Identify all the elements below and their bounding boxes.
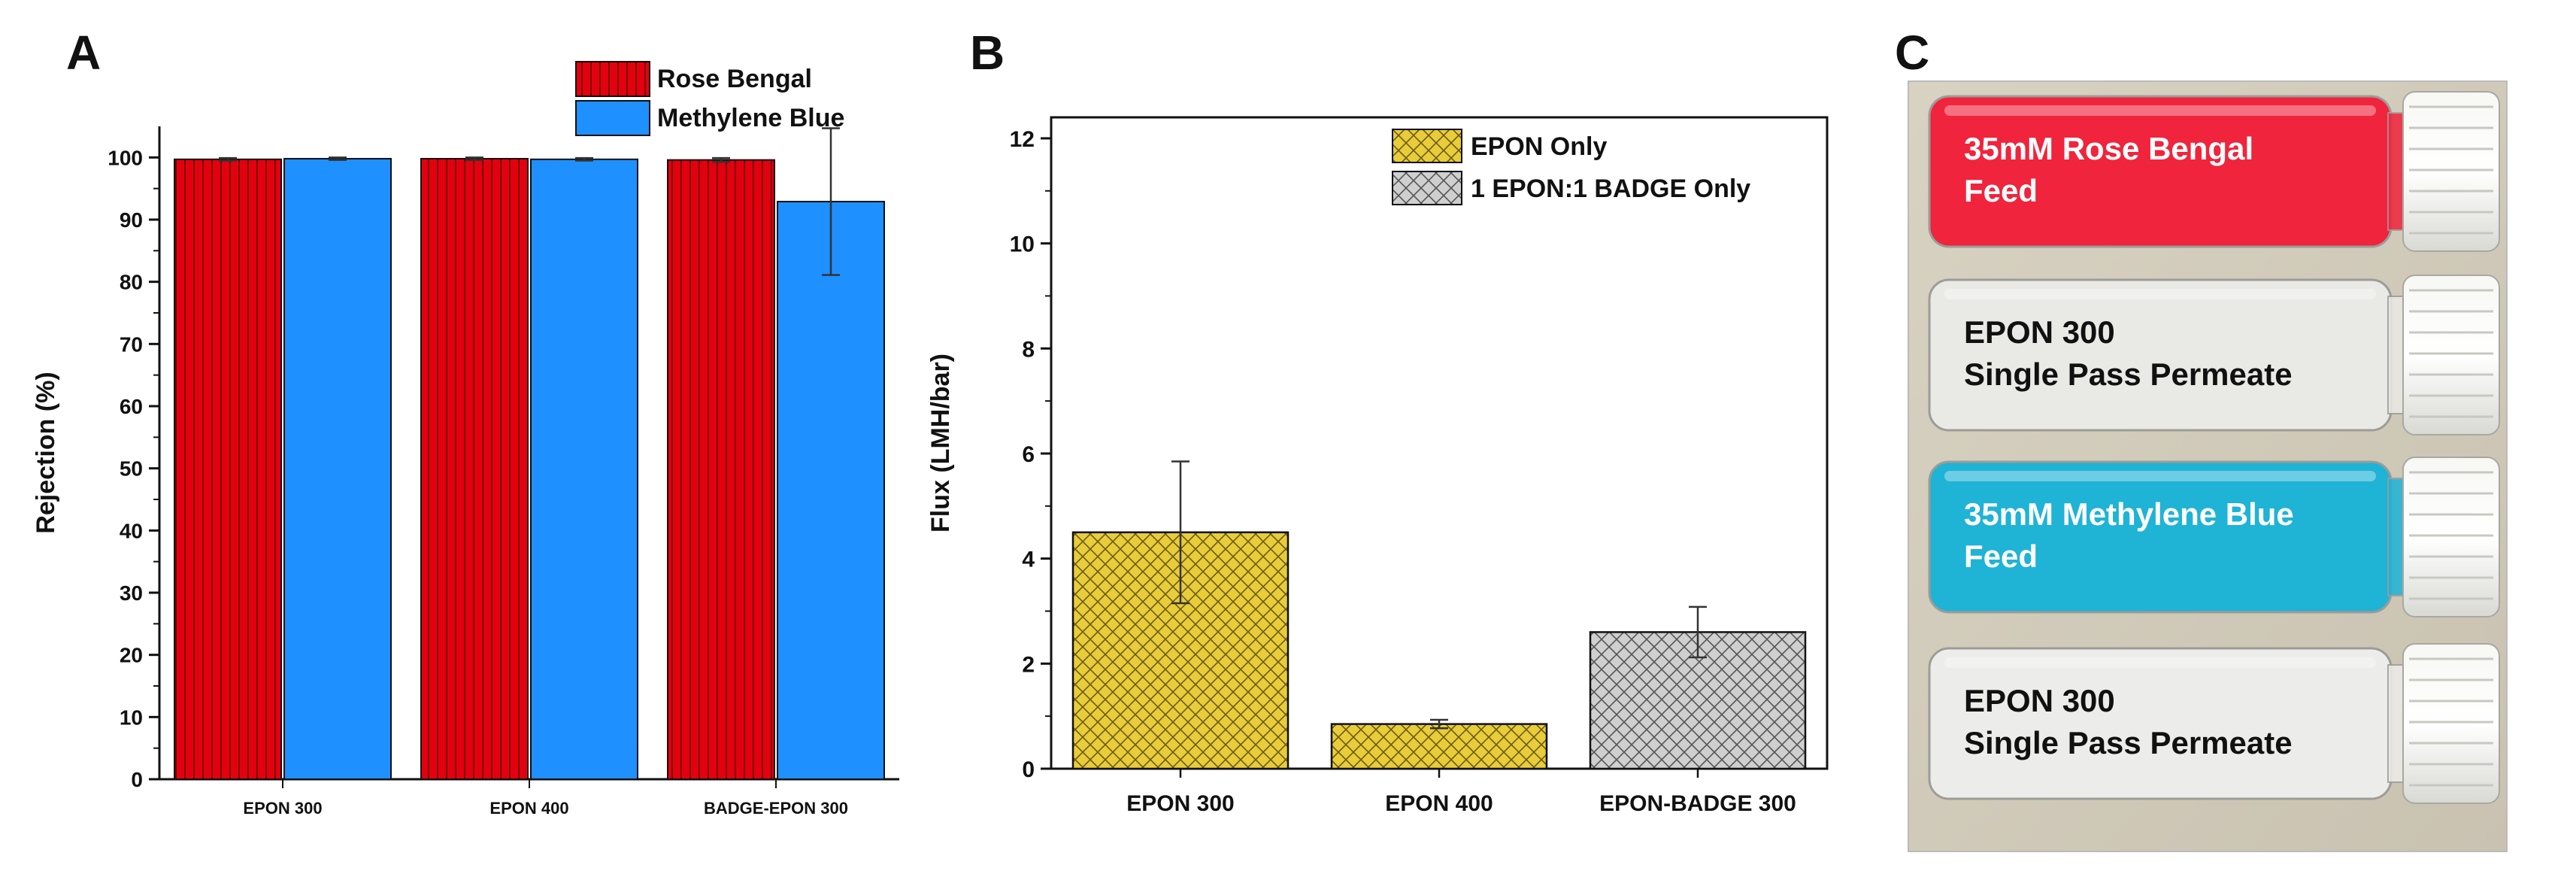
panel-a-letter: A [66,26,101,80]
vial-label-line1: EPON 300 [1964,314,2115,350]
y-tick-label: 80 [120,271,143,294]
bar-methylene-blue-epon-400 [530,158,638,780]
bar-rose-bengal-epon-300 [174,158,282,780]
vial-cap [2402,91,2500,252]
panel-c-letter: C [1895,26,1929,80]
legend-label-methylene-blue: Methylene Blue [657,104,844,132]
chart-a-rejection: 0 10 20 30 40 50 60 70 80 90 100 Rejection (%) EPON … [32,61,899,818]
vial-highlight [1944,105,2376,116]
vial-body [1928,460,2393,614]
y-tick-label: 0 [131,768,143,791]
panel-b-letter: B [970,26,1005,80]
x-tick-label: EPON 300 [1126,791,1234,816]
vial-4: EPON 300 Single Pass Permeate [1928,643,2500,804]
y-tick-label: 90 [120,208,143,232]
y-tick-label: 2 [1022,652,1035,677]
vial-2: EPON 300 Single Pass Permeate [1928,275,2500,435]
y-tick-label: 8 [1022,337,1035,362]
chart-b-flux: 0 2 4 6 8 10 12 Flux (LMH/bar) EPON 300 EPON 400 E… [926,116,1829,816]
vial-body [1928,278,2393,432]
y-tick-label: 30 [120,581,143,605]
legend-label-rose-bengal: Rose Bengal [657,65,812,93]
vial-label-line2: Feed [1964,173,2038,208]
vial-cap [2402,275,2500,435]
x-tick-label: EPON 400 [1385,791,1493,816]
y-tick-label: 70 [120,332,143,356]
y-tick-label: 6 [1022,442,1035,467]
vial-cap [2402,643,2500,804]
vial-1: 35mM Rose Bengal Feed [1928,91,2500,252]
vial-body [1928,647,2393,800]
y-tick-label: 50 [120,457,143,481]
vial-label-line1: 35mM Methylene Blue [1964,496,2294,532]
vial-label-line2: Feed [1964,539,2038,574]
y-axis-label: Rejection (%) [32,372,60,533]
x-tick-label: EPON 400 [489,799,568,818]
vial-highlight [1944,289,2376,299]
y-tick-label: 0 [1022,757,1035,782]
y-tick-label: 20 [120,644,143,667]
bar-rose-bengal-badge-epon-300 [667,159,775,780]
bar-epon-only-epon-400 [1330,723,1548,770]
legend-swatch-epon-only [1392,129,1462,163]
legend-swatch-methylene-blue [575,100,650,136]
vial-label-line2: Single Pass Permeate [1964,357,2293,392]
bar-methylene-blue-epon-300 [283,157,392,780]
bar-rose-bengal-epon-400 [420,157,529,780]
y-tick-label: 12 [1010,127,1035,152]
vial-3: 35mM Methylene Blue Feed [1928,457,2500,618]
legend-label-epon-only: EPON Only [1471,132,1607,161]
y-tick-label: 4 [1022,548,1035,572]
vials-photo: 35mM Rose Bengal Feed EPON 300 Single Pass … [1908,80,2508,852]
vial-body [1928,95,2393,248]
bar-methylene-blue-badge-epon-300 [777,201,885,780]
y-axis-label: Flux (LMH/bar) [926,354,955,533]
x-tick-label: EPON-BADGE 300 [1599,791,1796,816]
x-tick-label: BADGE-EPON 300 [704,799,848,818]
vial-label-line1: EPON 300 [1964,683,2115,718]
vials-group: 35mM Rose Bengal Feed EPON 300 Single Pass … [1928,91,2500,804]
y-tick-label: 40 [120,519,143,542]
vial-label-line1: 35mM Rose Bengal [1964,131,2253,166]
vial-highlight [1944,471,2376,481]
vial-label-line2: Single Pass Permeate [1964,725,2293,760]
legend-swatch-rose-bengal [575,61,650,97]
y-tick-label: 100 [108,146,143,169]
vial-cap [2402,457,2500,618]
legend-swatch-1-epon-1-badge-only [1392,171,1462,205]
y-tick-label: 10 [120,706,143,729]
y-tick-label: 60 [120,395,143,418]
y-tick-label: 10 [1010,232,1035,257]
x-tick-label: EPON 300 [243,799,322,818]
legend-label-1-epon-1-badge-only: 1 EPON:1 BADGE Only [1471,174,1750,203]
vial-highlight [1944,657,2376,668]
